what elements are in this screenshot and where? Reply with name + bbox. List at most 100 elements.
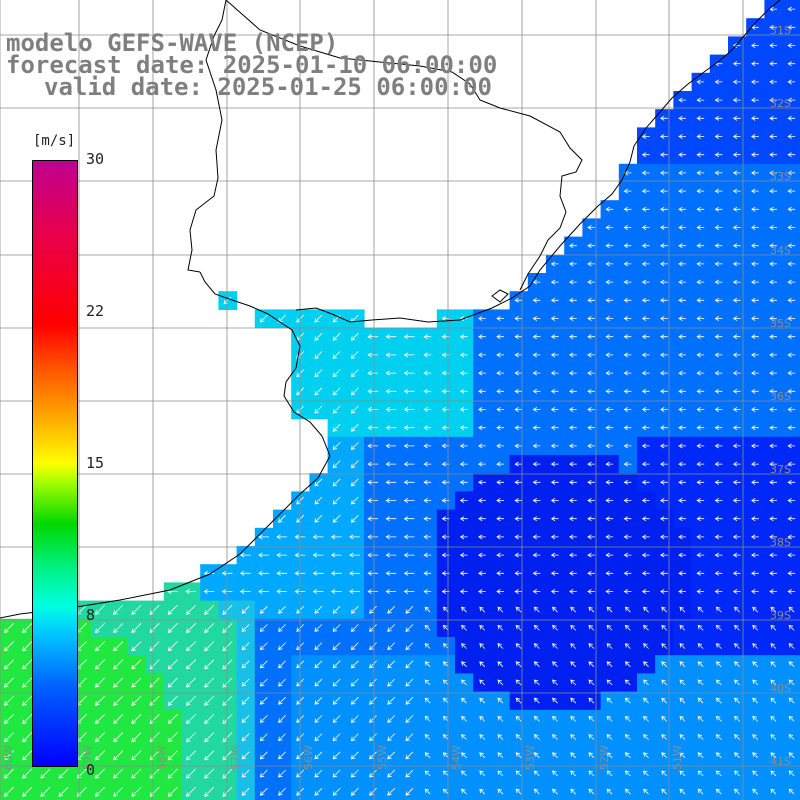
wind-arrow: [641, 152, 650, 158]
wind-speed-cell: [309, 600, 329, 620]
wind-arrow: [533, 734, 540, 740]
wind-speed-cell: [127, 728, 147, 747]
wind-arrow: [752, 661, 759, 668]
wind-speed-cell: [382, 673, 401, 693]
wind-arrow: [641, 279, 650, 285]
wind-arrow: [696, 425, 705, 431]
wind-speed-cell: [127, 691, 147, 711]
wind-speed-cell: [218, 655, 238, 674]
wind-arrow: [752, 697, 759, 704]
wind-speed-cell: [218, 709, 238, 729]
wind-arrow: [369, 605, 377, 614]
wind-arrow: [442, 679, 449, 686]
wind-arrow: [113, 768, 124, 779]
wind-speed-cell: [0, 673, 19, 693]
wind-arrow: [479, 606, 486, 613]
wind-arrow: [552, 661, 558, 668]
wind-arrow: [514, 425, 523, 431]
wind-speed-cell: [182, 618, 201, 638]
wind-speed-cell: [364, 655, 383, 674]
wind-arrow: [185, 677, 196, 688]
wind-arrow: [276, 552, 288, 558]
wind-arrow: [515, 643, 522, 649]
wind-arrow: [569, 261, 577, 267]
wind-arrow: [314, 387, 323, 396]
longitude-label: 59W: [81, 745, 94, 770]
wind-arrow: [588, 715, 595, 722]
wind-arrow: [405, 751, 414, 760]
wind-arrow: [3, 714, 14, 725]
wind-arrow: [679, 606, 686, 613]
wind-speed-cell: [782, 728, 800, 747]
wind-arrow: [349, 552, 360, 558]
wind-arrow: [312, 570, 324, 576]
wind-arrow: [350, 442, 359, 450]
wind-arrow: [769, 297, 777, 303]
wind-arrow: [424, 752, 431, 759]
wind-arrow: [478, 552, 486, 558]
wind-arrow: [459, 352, 468, 358]
wind-arrow: [678, 115, 686, 121]
wind-arrow: [332, 314, 341, 323]
wind-speed-cell: [109, 709, 128, 729]
wind-arrow: [679, 770, 686, 777]
wind-arrow: [678, 498, 686, 503]
wind-arrow: [679, 734, 686, 740]
wind-arrow: [278, 314, 286, 323]
wind-arrow: [222, 732, 233, 743]
wind-arrow: [787, 552, 796, 558]
wind-arrow: [715, 679, 722, 686]
wind-arrow: [678, 206, 686, 212]
wind-arrow: [751, 516, 759, 522]
wind-arrow: [532, 388, 541, 394]
wind-arrow: [732, 61, 741, 67]
wind-arrow: [367, 570, 379, 576]
wind-arrow: [514, 570, 523, 576]
wind-arrow: [314, 660, 323, 669]
wind-arrow: [479, 624, 486, 631]
wind-arrow: [314, 733, 323, 742]
wind-arrow: [714, 170, 723, 176]
wind-speed-cell: [327, 600, 347, 620]
wind-arrow: [459, 425, 468, 431]
wind-arrow: [332, 733, 341, 742]
wind-arrow: [442, 788, 449, 795]
wind-arrow: [478, 498, 486, 503]
wind-arrow: [204, 768, 215, 779]
wind-arrow: [770, 715, 777, 722]
wind-arrow: [715, 661, 722, 668]
wind-speed-cell: [400, 746, 420, 765]
wind-arrow: [751, 388, 759, 394]
wind-arrow: [569, 570, 577, 576]
wind-speed-cell: [291, 509, 310, 529]
wind-arrow: [350, 715, 359, 723]
wind-arrow: [660, 352, 668, 358]
wind-arrow: [496, 388, 504, 394]
wind-arrow: [641, 443, 650, 449]
wind-arrow: [314, 642, 323, 651]
wind-arrow: [403, 443, 415, 449]
wind-arrow: [606, 788, 613, 795]
wind-arrow: [423, 443, 432, 449]
wind-arrow: [22, 768, 33, 779]
wind-arrow: [478, 334, 486, 340]
wind-arrow: [113, 604, 124, 615]
wind-arrow: [403, 498, 415, 503]
wind-arrow: [423, 534, 432, 540]
wind-arrow: [332, 332, 341, 341]
wind-arrow: [623, 188, 632, 194]
wind-arrow: [787, 6, 796, 12]
wind-arrow: [550, 370, 559, 376]
wind-arrow: [278, 733, 286, 742]
wind-speed-cell: [291, 400, 310, 420]
wind-arrow: [787, 297, 796, 303]
wind-arrow: [588, 734, 595, 740]
wind-arrow: [478, 534, 486, 540]
wind-arrow: [532, 443, 541, 449]
latitude-label: 32S: [770, 97, 791, 110]
wind-arrow: [788, 734, 795, 740]
wind-arrow: [403, 461, 415, 467]
wind-speed-cell: [345, 728, 365, 747]
wind-arrow: [478, 407, 486, 412]
wind-arrow: [661, 734, 668, 740]
